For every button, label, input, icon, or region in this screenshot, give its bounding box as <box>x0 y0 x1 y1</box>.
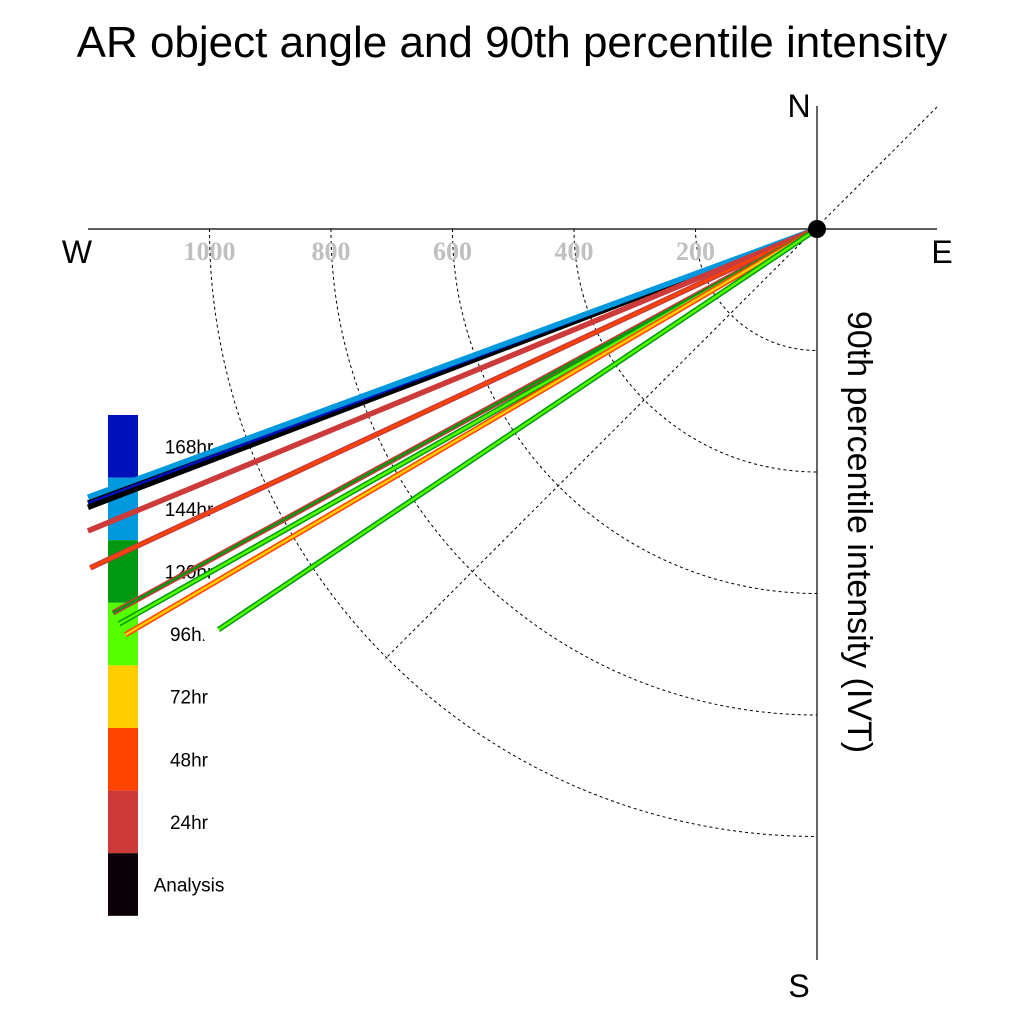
range-arc-400 <box>573 228 818 473</box>
tick-label-400: 400 <box>555 237 594 266</box>
legend-label-1: 144hr <box>165 500 214 521</box>
compass-east: E <box>931 234 952 270</box>
series-line-7 <box>124 227 818 636</box>
legend-label-3: 96hr <box>170 625 209 646</box>
legend-swatch-4 <box>108 665 138 728</box>
range-arc-800 <box>330 228 818 716</box>
legend-swatch-3 <box>108 602 138 666</box>
legend-label-4: 72hr <box>170 688 209 709</box>
range-arc-200 <box>695 228 818 351</box>
grid-arcs <box>209 228 818 837</box>
series-endpoint-8 <box>202 625 221 644</box>
tick-label-600: 600 <box>433 237 472 266</box>
series-line-3 <box>87 227 818 533</box>
compass-west: W <box>62 234 93 270</box>
compass-north: N <box>787 88 810 124</box>
legend-swatch-5 <box>108 728 138 791</box>
legend-label-6: 24hr <box>170 813 209 834</box>
series-line-2 <box>87 227 818 499</box>
tick-label-200: 200 <box>676 237 715 266</box>
y-axis-label: 90th percentile intensity (IVT) <box>840 311 878 753</box>
series-group <box>86 226 819 644</box>
compass-south: S <box>788 968 809 1004</box>
legend-label-7: Analysis <box>154 876 225 897</box>
series-line-4 <box>89 227 818 570</box>
origin-dot <box>808 220 826 238</box>
tick-label-1000: 1000 <box>184 237 236 266</box>
series-line-8 <box>210 227 818 636</box>
diagonal-guide <box>384 106 938 660</box>
chart-title: AR object angle and 90th percentile inte… <box>77 18 948 67</box>
tick-label-800: 800 <box>312 237 351 266</box>
radial-tick-labels: 200 400 600 800 1000 <box>184 237 716 266</box>
legend-swatch-7 <box>108 853 138 916</box>
range-arc-1000 <box>209 228 818 837</box>
range-arc-600 <box>452 228 818 594</box>
legend-label-5: 48hr <box>170 750 209 771</box>
legend-swatch-6 <box>108 790 138 854</box>
legend-swatch-0 <box>108 415 138 478</box>
